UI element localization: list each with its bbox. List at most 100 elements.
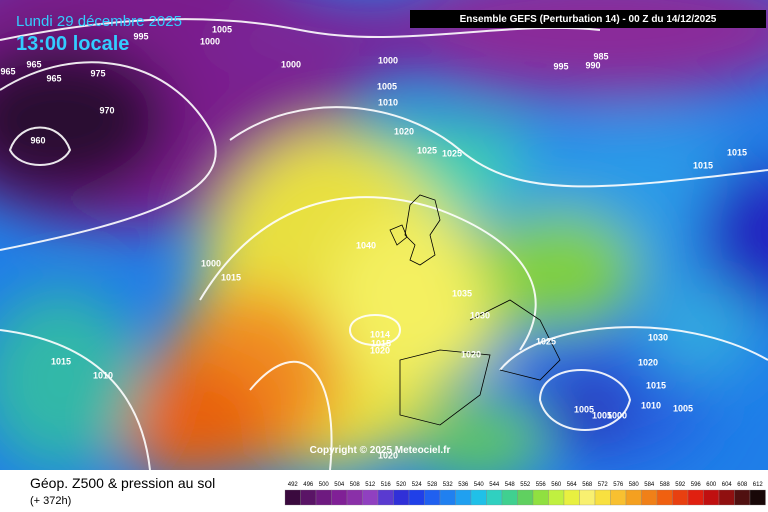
isobar-label: 970 [99, 105, 114, 115]
color-cell [501, 489, 518, 506]
scale-tick-label: 572 [598, 482, 609, 488]
scale-tick-label: 588 [660, 482, 671, 488]
isobar-label: 1025 [417, 145, 437, 155]
isobar-label: 1025 [536, 336, 556, 346]
scale-tick-label: 564 [567, 482, 578, 488]
scale-tick-label: 516 [381, 482, 392, 488]
color-cell [470, 489, 487, 506]
isobar-label: 1005 [377, 81, 397, 91]
color-cell [517, 489, 534, 506]
scale-tick-label: 508 [350, 482, 361, 488]
isobar-label: 1035 [452, 288, 472, 298]
scale-tick-label: 496 [303, 482, 314, 488]
color-cell [594, 489, 611, 506]
isobar-label: 1020 [370, 345, 390, 355]
scale-tick-label: 556 [536, 482, 547, 488]
scale-tick-label: 600 [706, 482, 717, 488]
color-cell [672, 489, 689, 506]
color-cell [687, 489, 704, 506]
color-cell [548, 489, 565, 506]
scale-tick-label: 492 [288, 482, 299, 488]
isobar-label: 995 [133, 31, 148, 41]
isobar-label: 1010 [378, 97, 398, 107]
color-cell [486, 489, 503, 506]
color-cell [532, 489, 549, 506]
scale-tick-label: 540 [474, 482, 485, 488]
color-cell [718, 489, 735, 506]
model-info: Ensemble GEFS (Perturbation 14) - 00 Z d… [460, 14, 717, 25]
field [0, 0, 768, 470]
forecast-range: (+ 372h) [30, 495, 71, 507]
isobar-label: 1005 [212, 24, 232, 34]
isobar-label: 1025 [442, 148, 462, 158]
date: Lundi 29 décembre 2025 [16, 13, 182, 30]
color-cell [749, 489, 766, 506]
scale-tick-label: 552 [520, 482, 531, 488]
color-cell [656, 489, 673, 506]
scale-tick-label: 608 [737, 482, 748, 488]
color-cell [408, 489, 425, 506]
color-cell [331, 489, 348, 506]
isobar-label: 1000 [281, 59, 301, 69]
scale-tick-label: 528 [427, 482, 438, 488]
scale-tick-label: 604 [722, 482, 733, 488]
isobar-label: 1015 [646, 380, 666, 390]
isobar-label: 985 [593, 51, 608, 61]
isobar-label: 1015 [371, 338, 391, 348]
copyright: Copyright © 2025 Meteociel.fr [310, 445, 451, 456]
scale-tick-label: 584 [644, 482, 655, 488]
color-cell [284, 489, 301, 506]
scale-tick-label: 504 [334, 482, 345, 488]
color-cell [563, 489, 580, 506]
isobar-label: 1000 [200, 36, 220, 46]
scale-tick-label: 524 [412, 482, 423, 488]
isobar-label: 1005 [592, 410, 612, 420]
color-cell [641, 489, 658, 506]
color-cell [455, 489, 472, 506]
isobar-label: 1000 [607, 410, 627, 420]
scale-tick-label: 512 [365, 482, 376, 488]
color-cell [300, 489, 317, 506]
isobar-label: 1000 [201, 258, 221, 268]
isobar-label: 965 [26, 59, 41, 69]
scale-tick-label: 500 [319, 482, 330, 488]
scale-tick-label: 612 [753, 482, 764, 488]
isobar-label: 995 [553, 61, 568, 71]
isobar-label: 1005 [673, 403, 693, 413]
color-cell [393, 489, 410, 506]
scale-tick-label: 544 [489, 482, 500, 488]
isobar-label: 1020 [394, 126, 414, 136]
scale-tick-label: 536 [458, 482, 469, 488]
isobar-label: 1015 [51, 356, 71, 366]
scale-tick-label: 576 [613, 482, 624, 488]
color-cell [377, 489, 394, 506]
isobar-label: 1015 [693, 160, 713, 170]
color-scale: 492 496 500 504 508 512 516 520 524 528 532 536 540 5… [284, 482, 766, 506]
scale-tick-label: 592 [675, 482, 686, 488]
isobar-label: 1015 [221, 272, 241, 282]
color-cell [439, 489, 456, 506]
isobar-label: 960 [30, 135, 45, 145]
scale-tick-label: 568 [582, 482, 593, 488]
scale-tick-label: 596 [691, 482, 702, 488]
local-time: 13:00 locale [16, 33, 129, 55]
isobar-label: 1020 [461, 349, 481, 359]
scale-tick-label: 560 [551, 482, 562, 488]
color-cell [315, 489, 332, 506]
isobar-label: 1015 [727, 147, 747, 157]
legend-title: Géop. Z500 & pression au sol [30, 475, 215, 491]
isobar-label: 1020 [378, 450, 398, 460]
isobar-label: 990 [585, 60, 600, 70]
color-cell [734, 489, 751, 506]
isobar-label: 1014 [370, 329, 390, 339]
isobar-label: 1010 [93, 370, 113, 380]
isobar-label: 1000 [378, 55, 398, 65]
color-cell [610, 489, 627, 506]
isobar-label: 975 [90, 68, 105, 78]
isobar-label: 1030 [648, 332, 668, 342]
isobar-label: 1010 [641, 400, 661, 410]
scale-tick-label: 580 [629, 482, 640, 488]
isobar-label: 1030 [470, 310, 490, 320]
